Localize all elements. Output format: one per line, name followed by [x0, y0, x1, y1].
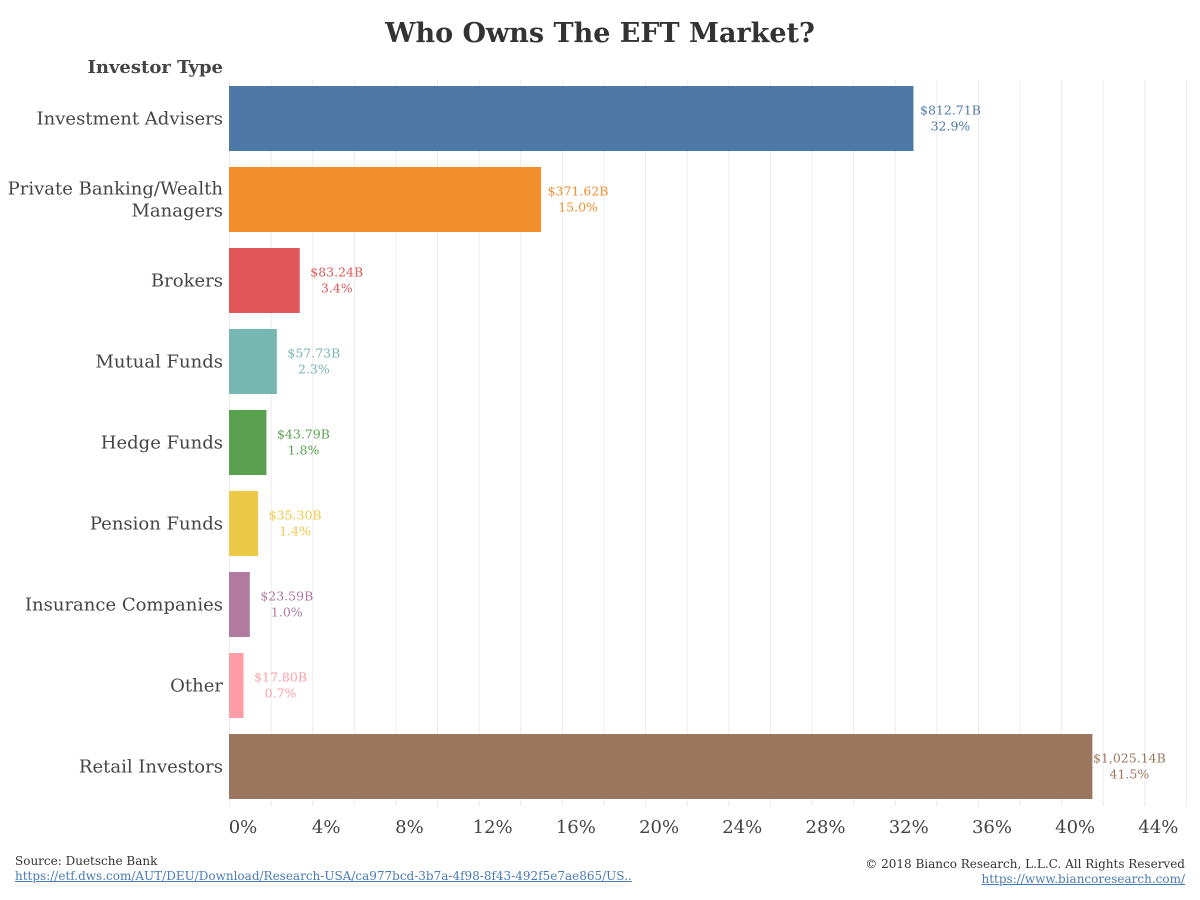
data-label-percent: 32.9%: [931, 119, 971, 134]
x-tick-label: 8%: [395, 817, 424, 838]
source-text: Source: Duetsche Bank: [15, 854, 158, 868]
bars: [229, 86, 1093, 799]
category-label: Insurance Companies: [25, 595, 223, 616]
category-label: Mutual Funds: [96, 352, 224, 373]
y-axis-title: Investor Type: [87, 57, 223, 78]
x-tick-label: 40%: [1055, 817, 1095, 838]
bar: [229, 572, 250, 637]
x-tick-label: 44%: [1138, 817, 1178, 838]
data-label-percent: 2.3%: [298, 362, 330, 377]
x-tick-label: 28%: [806, 817, 846, 838]
data-label-percent: 15.0%: [558, 200, 598, 215]
bar: [229, 410, 267, 475]
source-link[interactable]: https://etf.dws.com/AUT/DEU/Download/Res…: [15, 869, 632, 883]
x-tick-label: 24%: [722, 817, 762, 838]
data-label-amount: $57.73B: [287, 346, 340, 361]
data-label-percent: 1.8%: [288, 443, 320, 458]
footer-copyright: © 2018 Bianco Research, L.L.C. All Right…: [865, 857, 1185, 887]
category-labels: Investment Advisers Private Banking/Wealt…: [8, 109, 224, 778]
bar: [229, 329, 277, 394]
x-tick-label: 16%: [556, 817, 596, 838]
category-label: Retail Investors: [79, 757, 223, 778]
chart-title: Who Owns The EFT Market?: [384, 18, 815, 49]
footer-source: Source: Duetsche Bank https://etf.dws.co…: [15, 854, 632, 884]
bar: [229, 653, 244, 718]
category-label: Investment Advisers: [37, 109, 223, 130]
bar: [229, 734, 1093, 799]
bar: [229, 167, 542, 232]
category-label: Pension Funds: [90, 514, 223, 535]
data-label-percent: 41.5%: [1110, 767, 1150, 782]
data-label-amount: $812.71B: [920, 103, 981, 118]
data-label-amount: $17.80B: [254, 670, 307, 685]
x-tick-label: 4%: [312, 817, 341, 838]
site-link[interactable]: https://www.biancoresearch.com/: [981, 872, 1185, 886]
x-axis-ticks: 0% 4% 8% 12% 16% 20% 24% 28% 32% 36% 40% 44%: [229, 817, 1179, 838]
data-label-amount: $23.59B: [260, 589, 313, 604]
x-tick-label: 20%: [639, 817, 679, 838]
data-label-amount: $1,025.14B: [1093, 751, 1166, 766]
category-label: Hedge Funds: [101, 433, 223, 454]
bar: [229, 86, 914, 151]
category-label: Other: [170, 676, 223, 697]
data-label-amount: $35.30B: [269, 508, 322, 523]
category-label: Brokers: [151, 271, 223, 292]
category-label: Managers: [131, 201, 223, 222]
data-label-amount: $43.79B: [277, 427, 330, 442]
x-tick-label: 32%: [889, 817, 929, 838]
data-label-percent: 3.4%: [321, 281, 353, 296]
copyright-text: © 2018 Bianco Research, L.L.C. All Right…: [865, 857, 1185, 871]
x-tick-label: 36%: [972, 817, 1012, 838]
category-label: Private Banking/Wealth: [8, 179, 224, 200]
bar: [229, 491, 259, 556]
data-label-amount: $83.24B: [310, 265, 363, 280]
data-label-percent: 1.0%: [271, 605, 303, 620]
x-tick-label: 12%: [473, 817, 513, 838]
data-label-amount: $371.62B: [548, 184, 609, 199]
x-tick-label: 0%: [229, 817, 258, 838]
data-label-percent: 0.7%: [265, 686, 297, 701]
data-label-percent: 1.4%: [279, 524, 311, 539]
bar: [229, 248, 300, 313]
